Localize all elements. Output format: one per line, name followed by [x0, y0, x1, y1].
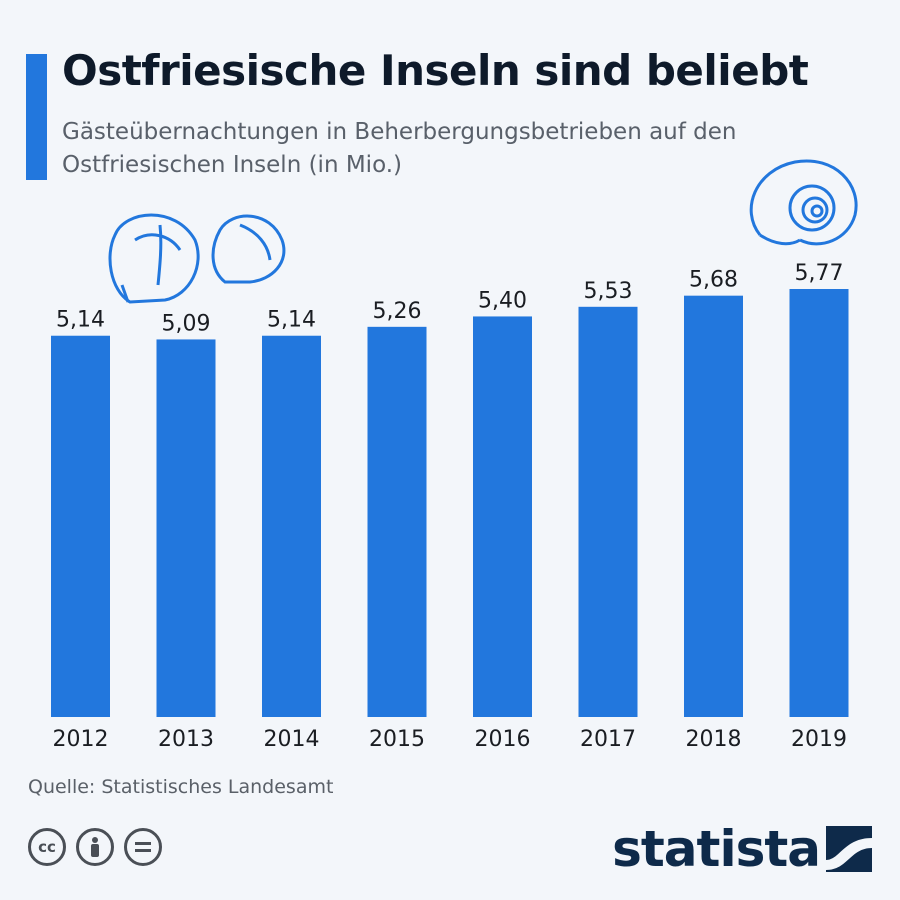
shell-icon	[108, 213, 200, 304]
value-label: 5,77	[795, 261, 844, 286]
brand-wordmark: statista	[612, 820, 821, 878]
value-label: 5,68	[689, 268, 738, 293]
bar-2015	[367, 326, 427, 717]
value-label: 5,14	[56, 308, 105, 333]
x-tick-label: 2015	[369, 727, 425, 752]
bar-2013	[156, 339, 216, 717]
equals-icon	[135, 842, 151, 852]
cc-icon: cc	[28, 828, 66, 866]
license-icons: cc	[28, 828, 162, 866]
value-label: 5,40	[478, 288, 527, 313]
x-tick-label: 2014	[264, 727, 320, 752]
attribution-icon	[76, 828, 114, 866]
bar-2018	[684, 295, 743, 717]
statista-mark-icon	[826, 826, 872, 872]
bar-2012	[51, 335, 110, 717]
bar-2014	[262, 335, 321, 717]
x-tick-label: 2018	[686, 727, 742, 752]
value-label: 5,26	[373, 299, 422, 324]
x-tick-label: 2017	[580, 727, 636, 752]
chart-subtitle: Gästeübernachtungen in Beherbergungsbetr…	[62, 119, 737, 178]
chart-title: Ostfriesische Inseln sind beliebt	[62, 46, 809, 95]
bar-2016	[473, 316, 532, 717]
person-icon	[91, 837, 99, 857]
value-label: 5,09	[162, 311, 211, 336]
x-tick-label: 2016	[475, 727, 531, 752]
shell-icon	[211, 214, 286, 284]
x-tick-label: 2019	[791, 727, 847, 752]
title-accent-bar	[26, 54, 47, 180]
value-label: 5,14	[267, 308, 316, 333]
x-tick-label: 2012	[53, 727, 109, 752]
value-label: 5,53	[584, 279, 633, 304]
source-note: Quelle: Statistisches Landesamt	[28, 776, 334, 798]
bar-2019	[789, 289, 849, 717]
no-derivatives-icon	[124, 828, 162, 866]
statista-logo[interactable]: statista	[612, 820, 872, 878]
x-tick-label: 2013	[158, 727, 214, 752]
bar-2017	[578, 306, 638, 717]
snail-shell-icon	[749, 159, 858, 246]
